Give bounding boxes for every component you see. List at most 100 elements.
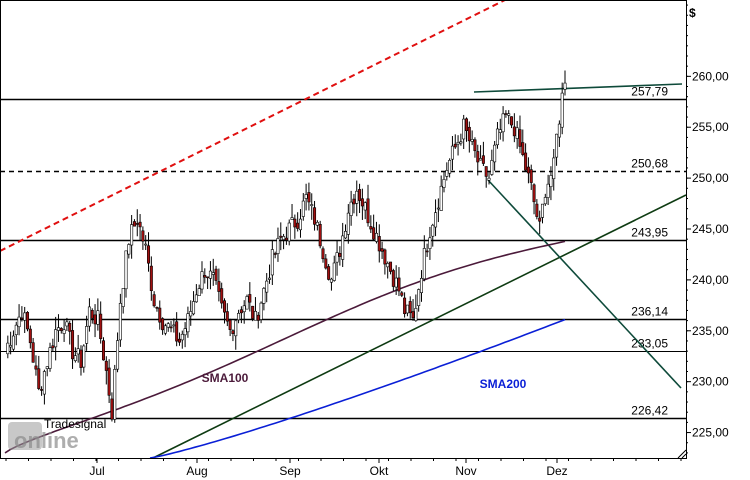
candle-body	[439, 185, 443, 211]
sma100-label: SMA100	[202, 371, 249, 385]
candle-body	[183, 328, 187, 336]
candle-body	[149, 265, 153, 291]
candle-body	[417, 289, 421, 307]
candle-body	[394, 277, 398, 288]
candle-body	[301, 200, 305, 217]
watermark-text: online	[14, 428, 79, 453]
candle-body	[48, 347, 52, 369]
candle-body	[507, 113, 511, 116]
red-dashed-trendline	[0, 0, 506, 252]
candle-body	[197, 288, 201, 297]
candle-body	[524, 152, 528, 171]
candle-body	[85, 326, 89, 344]
candle-body	[214, 268, 218, 281]
candle-body	[161, 318, 165, 331]
annotations: SMA100 SMA200	[202, 371, 527, 391]
candle-body	[20, 317, 24, 320]
candle-body	[493, 144, 497, 163]
candle-body	[259, 302, 263, 320]
candle-body	[338, 253, 342, 257]
candle-body	[332, 262, 336, 281]
candle-body	[23, 312, 27, 321]
green-support-trendline	[152, 194, 687, 459]
candle-body	[518, 129, 522, 147]
candle-body	[355, 190, 359, 204]
x-tick-label: Dez	[546, 464, 567, 478]
candle-body	[526, 166, 530, 174]
candle-body	[200, 271, 204, 290]
candle-body	[273, 253, 277, 255]
candle-body	[127, 244, 131, 255]
candle-body	[163, 325, 167, 334]
horizontal-levels: 257,79 250,68 243,95 236,14 233,05 226,42	[0, 85, 686, 420]
candle-body	[42, 371, 46, 395]
candle-body	[189, 311, 193, 317]
candle-body	[476, 151, 480, 163]
candle-body	[510, 116, 514, 126]
candle-body	[442, 179, 446, 188]
candle-body	[408, 301, 412, 314]
candle-body	[40, 389, 44, 391]
candle-body	[76, 348, 80, 355]
candle-body	[543, 197, 547, 205]
candle-body	[208, 270, 212, 279]
candle-body	[37, 368, 41, 389]
candle-body	[45, 366, 49, 369]
candle-body	[59, 328, 63, 331]
candle-body	[428, 237, 432, 249]
candle-body	[248, 294, 252, 303]
candle-body	[121, 288, 125, 307]
candle-body	[400, 292, 404, 296]
level-label: 257,79	[631, 85, 668, 99]
candle-body	[431, 224, 435, 237]
candle-body	[11, 335, 15, 350]
candle-body	[329, 278, 333, 283]
candle-body	[377, 236, 381, 252]
candle-body	[152, 294, 156, 307]
candle-body	[521, 142, 525, 155]
candle-body	[498, 129, 502, 133]
candle-body	[73, 355, 77, 361]
candle-body	[9, 345, 13, 348]
candle-body	[175, 321, 179, 342]
candle-body	[501, 113, 505, 133]
y-tick-label: 250,00	[692, 171, 729, 185]
candle-body	[538, 217, 542, 222]
candle-body	[113, 369, 117, 420]
candle-body	[481, 155, 485, 164]
candle-body	[405, 304, 409, 314]
level-label: 226,42	[631, 404, 668, 418]
y-tick-label: 260,00	[692, 69, 729, 83]
y-tick-label: 255,00	[692, 120, 729, 134]
candles	[6, 70, 567, 423]
candle-body	[358, 189, 362, 201]
candle-body	[563, 82, 567, 90]
resize-grip-icon	[677, 449, 687, 459]
candle-body	[144, 243, 148, 246]
candle-body	[369, 226, 373, 230]
sma200-line	[149, 318, 566, 459]
candle-body	[242, 305, 246, 313]
candle-body	[335, 252, 339, 263]
candle-body	[346, 212, 350, 235]
candle-body	[391, 270, 395, 287]
currency-label: $	[689, 6, 696, 20]
candle-body	[99, 313, 103, 339]
candle-body	[422, 248, 426, 280]
x-tick-label: Jul	[89, 464, 104, 478]
candle-body	[479, 158, 483, 161]
candle-body	[411, 311, 415, 319]
candle-body	[130, 224, 134, 246]
candle-body	[473, 139, 477, 152]
candle-body	[6, 342, 10, 355]
candle-body	[557, 123, 561, 138]
candle-body	[383, 249, 387, 265]
candle-body	[397, 277, 401, 292]
candle-body	[366, 198, 370, 224]
candle-body	[298, 218, 302, 231]
candle-body	[462, 118, 466, 140]
teal-resistance-trendline	[487, 179, 682, 389]
candle-body	[344, 231, 348, 239]
candle-body	[341, 235, 345, 260]
candle-body	[79, 349, 83, 368]
